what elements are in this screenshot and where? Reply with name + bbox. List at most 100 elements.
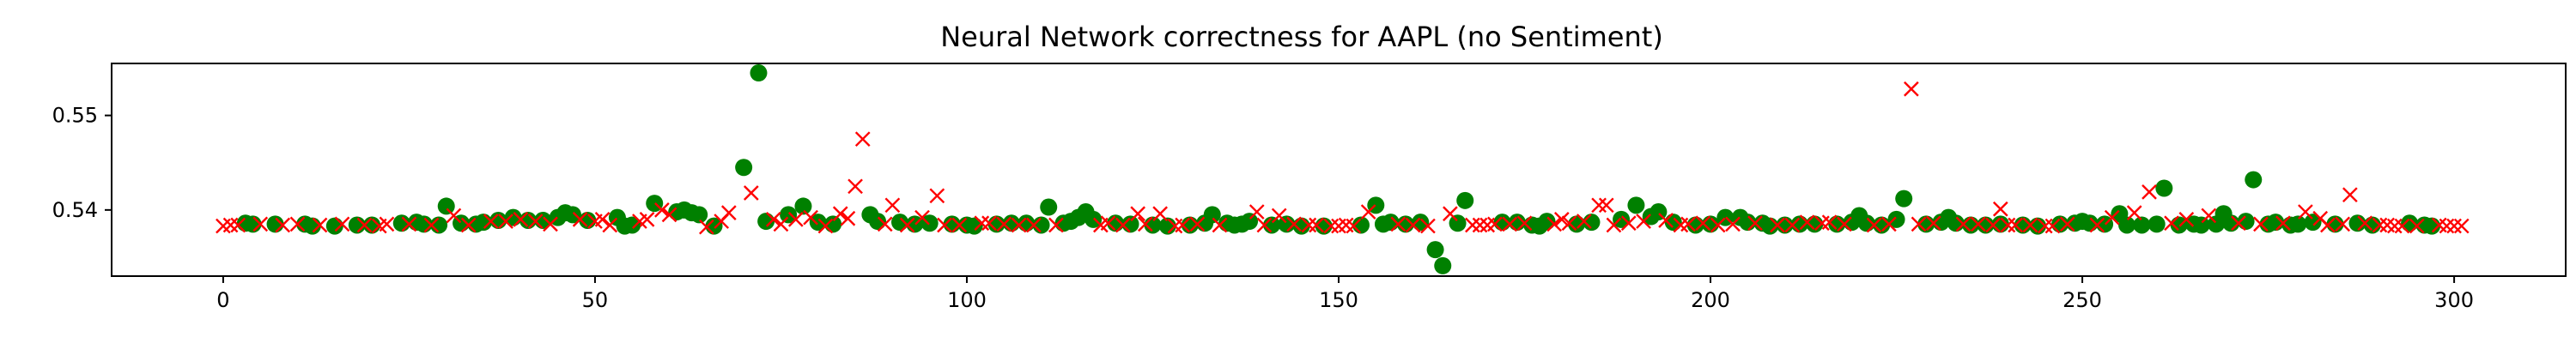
data-point-circle [1895,190,1913,208]
data-point-x [252,216,269,232]
data-point-x [1837,216,1852,232]
data-point-x [1256,217,1273,233]
data-point-x [996,216,1012,232]
data-point-x [1881,216,1897,232]
data-point-x [1561,215,1577,232]
data-point-x [1100,215,1116,232]
data-point-x [2201,208,2217,224]
data-point-x [661,207,677,223]
data-point-x [1212,217,1228,233]
data-point-circle [1613,210,1631,228]
data-point-circle [2304,214,2322,232]
data-point-x [1770,217,1785,233]
data-point-x [981,215,997,232]
y-tick-label: 0.55 [52,104,98,128]
data-point-x [654,202,670,218]
data-point-x [2037,218,2053,234]
data-point-x [1323,218,1340,234]
data-point-x [334,216,350,232]
data-point-circle [1434,256,1452,274]
data-point-x [1992,201,2008,217]
data-point-x [817,218,834,234]
data-point-x [1465,217,1480,233]
data-point-x [937,217,952,233]
data-point-circle [1538,213,1556,231]
data-point-x [1309,217,1324,233]
x-tick-label: 100 [947,288,987,312]
x-tick-label: 300 [2434,288,2474,312]
data-point-x [1606,217,1622,233]
data-point-circle [2245,171,2263,189]
data-point-circle [794,197,812,215]
data-point-x [543,216,558,232]
data-point-circle [920,214,939,232]
data-point-x [1747,215,1763,232]
data-point-x [1970,216,1986,232]
data-point-x [2439,218,2455,234]
data-point-x [848,178,863,195]
axes: 0 50 100 150 200 250 300 0.54 0.55 [52,104,2474,312]
data-point-x [513,212,529,227]
data-point-x [1955,216,1971,232]
data-point-x [765,212,781,227]
data-point-x [2320,217,2336,233]
data-point-x [2409,218,2425,234]
data-point-x [1249,204,1265,220]
data-point-x [2104,209,2120,226]
data-point-x [1695,215,1711,232]
data-point-x [974,215,990,232]
data-point-x [1821,214,1838,231]
data-point-x [840,210,856,226]
data-point-x [1546,216,1563,232]
data-point-x [1137,216,1153,232]
data-point-x [1189,216,1206,232]
data-point-x [2142,184,2157,200]
data-point-x [1115,217,1131,233]
data-point-x [2059,216,2075,232]
data-point-x [356,217,373,233]
data-point-circle [965,217,983,235]
data-point-circle [437,197,455,215]
data-point-x [1443,206,1458,222]
data-point-x [2394,218,2410,234]
y-tick-label: 0.54 [52,198,98,222]
data-point-circle [690,206,708,224]
data-point-circle [1203,206,1221,224]
data-point-x [1904,81,1919,97]
data-point-circle [891,214,909,232]
data-point-x [1152,206,1168,222]
data-point-x [1405,217,1421,233]
data-point-x [222,217,239,233]
data-point-x [1487,216,1503,232]
data-point-x [2446,218,2462,234]
data-point-x [877,216,893,232]
data-point-circle [2155,179,2173,197]
data-point-x [832,206,848,222]
x-tick-label: 0 [216,288,229,312]
data-point-circle [1627,196,1645,214]
data-point-x [1175,217,1190,233]
data-point-x [2335,216,2351,232]
chart-title: Neural Network correctness for AAPL (no … [940,21,1663,53]
data-point-x [498,214,513,229]
x-tick-label: 250 [2063,288,2102,312]
data-point-x [2126,205,2142,220]
data-point-x [460,217,477,233]
data-point-x [720,205,737,220]
data-point-x [230,217,246,233]
data-point-x [743,185,759,201]
data-point-x [1390,216,1406,232]
data-point-x [572,212,588,227]
data-point-circle [2192,216,2210,234]
data-point-circle [1449,214,1467,232]
data-point-x [1286,216,1302,232]
data-point-circle [2148,215,2166,233]
data-point-x [483,214,499,229]
data-point-circle [1412,214,1430,232]
data-point-x [803,209,818,226]
data-point-x [884,197,901,214]
data-point-x [1011,217,1027,233]
data-point-x [1710,217,1726,233]
data-point-circle [623,216,641,234]
